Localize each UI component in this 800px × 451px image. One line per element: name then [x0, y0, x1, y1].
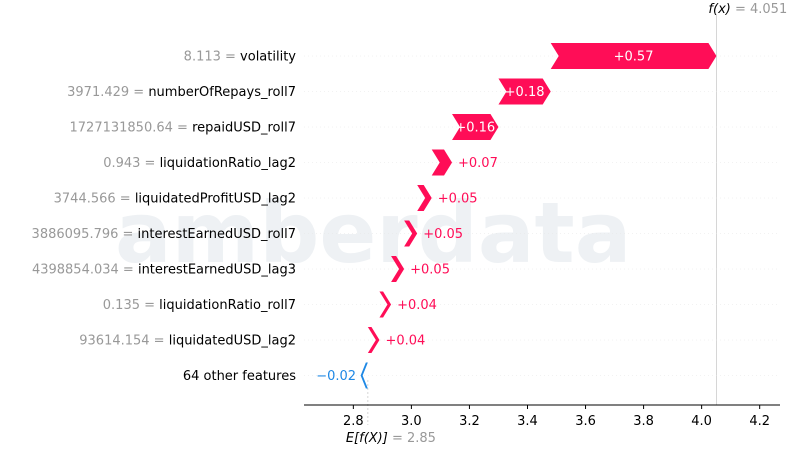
feature-label: 8.113 = volatility: [184, 50, 297, 65]
fx-annotation: f(x) = 4.051: [708, 2, 787, 17]
contribution-label: +0.07: [458, 156, 498, 171]
feature-name: liquidationRatio_roll7: [159, 298, 296, 313]
x-tick-label: 3.8: [633, 414, 654, 429]
x-tick-label: 3.0: [401, 414, 422, 429]
bar-numberOfRepays_roll7: [498, 78, 551, 105]
bar-liquidatedProfitUSD_lag2: [417, 185, 432, 211]
feature-label: 3886095.796 = interestEarnedUSD_roll7: [32, 227, 296, 242]
feature-value: 4398854.034 =: [32, 263, 138, 278]
x-tick-label: 3.4: [517, 414, 538, 429]
bar-liquidationRatio_lag2: [431, 149, 453, 176]
feature-label: 3971.429 = numberOfRepays_roll7: [67, 85, 296, 100]
feature-value: 3971.429 =: [67, 85, 148, 100]
feature-name: liquidationRatio_lag2: [160, 156, 296, 171]
feature-label: 1727131850.64 = repaidUSD_roll7: [70, 121, 296, 136]
contribution-label: +0.05: [438, 192, 478, 207]
feature-value: 93614.154 =: [79, 334, 168, 349]
feature-value: 1727131850.64 =: [70, 121, 193, 136]
feature-name: interestEarnedUSD_lag3: [138, 263, 296, 278]
base-annotation: E[f(X)] = 2.85: [346, 431, 436, 446]
bars: +0.57 +0.18 +0.16 +0.07 +0.05 +0.05 +0.05 +0.04…: [316, 43, 717, 389]
x-tick-label: 3.2: [459, 414, 480, 429]
feature-value: 0.943 =: [103, 156, 159, 171]
contribution-label: +0.57: [614, 50, 654, 65]
meta-annotations: f(x) = 4.051 E[f(X)] = 2.85: [346, 2, 787, 446]
contribution-label: +0.18: [505, 85, 545, 100]
bar-volatility: [550, 43, 717, 69]
bar-liquidationRatio_roll7: [379, 291, 392, 318]
watermark: amberdata: [115, 184, 631, 282]
feature-labels: 8.113 = volatility 3971.429 = numberOfRep…: [32, 50, 297, 385]
feature-label: 4398854.034 = interestEarnedUSD_lag3: [32, 263, 296, 278]
feature-label: 0.943 = liquidationRatio_lag2: [103, 156, 296, 171]
feature-value: 8.113 =: [184, 50, 240, 65]
bar-interestEarnedUSD_lag3: [391, 256, 405, 282]
contribution-label: +0.05: [410, 263, 450, 278]
feature-name: liquidatedProfitUSD_lag2: [135, 192, 296, 207]
x-tick-label: 4.2: [749, 414, 770, 429]
contribution-label: +0.05: [423, 227, 463, 242]
feature-value: 3886095.796 =: [32, 227, 138, 242]
bar-repaidUSD_roll7: [452, 114, 499, 140]
feature-label: 3744.566 = liquidatedProfitUSD_lag2: [54, 192, 296, 207]
contribution-label: −0.02: [316, 369, 356, 384]
feature-label: 64 other features: [183, 369, 296, 384]
x-tick-label: 3.6: [575, 414, 596, 429]
fx-value: = 4.051: [731, 2, 787, 17]
feature-label: 0.135 = liquidationRatio_roll7: [103, 298, 296, 313]
feature-value: 3744.566 =: [54, 192, 135, 207]
contribution-label: +0.04: [385, 334, 425, 349]
feature-name: 64 other features: [183, 369, 296, 384]
contribution-label: +0.16: [455, 121, 495, 136]
x-tick-label: 2.8: [343, 414, 364, 429]
base-label: E[f(X)]: [346, 431, 388, 446]
bar-interestEarnedUSD_roll7: [404, 220, 418, 247]
x-axis: 2.8 3.0 3.2 3.4 3.6 3.8 4.0 4.2: [304, 404, 780, 429]
fx-label: f(x): [708, 2, 730, 17]
feature-value: 0.135 =: [103, 298, 159, 313]
bar-liquidatedUSD_lag2: [367, 327, 380, 353]
base-value: = 2.85: [388, 431, 436, 446]
feature-name: interestEarnedUSD_roll7: [138, 227, 296, 242]
feature-name: numberOfRepays_roll7: [148, 85, 296, 100]
feature-name: liquidatedUSD_lag2: [169, 334, 296, 349]
bar-64 other features: [360, 362, 368, 389]
feature-name: repaidUSD_roll7: [192, 121, 296, 136]
x-tick-label: 4.0: [691, 414, 712, 429]
contribution-label: +0.04: [397, 298, 437, 313]
feature-label: 93614.154 = liquidatedUSD_lag2: [79, 334, 296, 349]
feature-name: volatility: [240, 50, 296, 65]
